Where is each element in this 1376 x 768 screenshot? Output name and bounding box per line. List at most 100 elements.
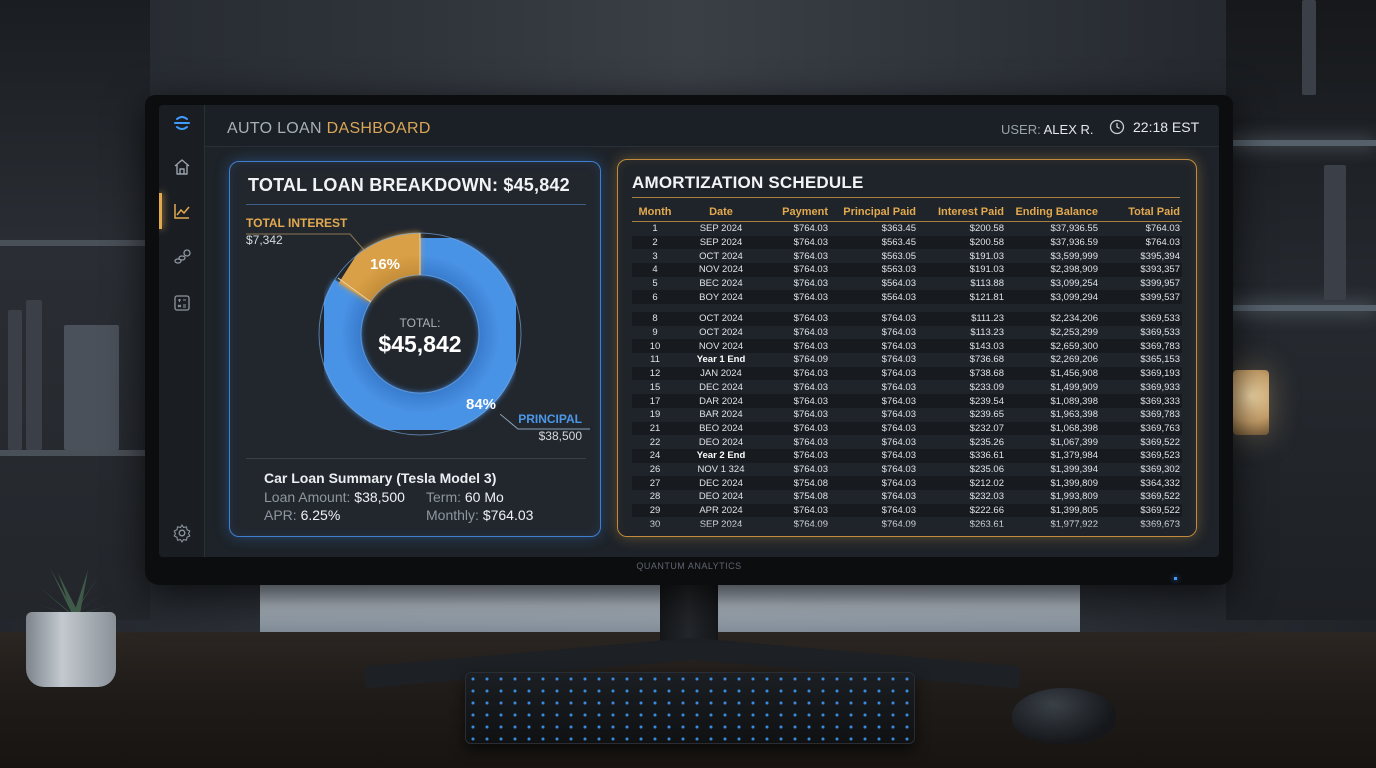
- table-row[interactable]: 29 APR 2024 $764.03 $764.03 $222.66 $1,399,80…: [632, 503, 1182, 518]
- cell-total-paid: $369,763: [1100, 421, 1182, 436]
- cell-total-paid: $369,533: [1100, 312, 1182, 326]
- table-row[interactable]: 5 BEC 2024 $764.03 $564.03 $113.88 $3,099,254…: [632, 277, 1182, 291]
- legend-interest: TOTAL INTEREST $7,342: [246, 216, 347, 247]
- top-bar: AUTO LOAN DASHBOARD USER: ALEX R. 22:18 …: [205, 105, 1219, 147]
- table-row[interactable]: 24 Year 2 End $764.03 $764.03 $336.61 $1,379,…: [632, 448, 1182, 463]
- cell-payment: $764.03: [793, 327, 828, 339]
- amortization-table[interactable]: Month Date Payment Principal Paid Intere…: [632, 202, 1182, 531]
- table-row[interactable]: 6 BOY 2024 $764.03 $564.03 $121.81 $3,099,294…: [632, 290, 1182, 305]
- column-header-month[interactable]: Month: [632, 202, 678, 222]
- cell-interest-paid: $143.03: [918, 339, 1006, 354]
- sidebar-item-payments[interactable]: [170, 245, 194, 269]
- cell-interest-paid: $233.09: [969, 381, 1004, 393]
- divider: [632, 197, 1180, 198]
- table-row[interactable]: 28 DEO 2024 $754.08 $764.03 $232.03 $1,993,80…: [632, 490, 1182, 504]
- cell-month: 10: [632, 339, 678, 354]
- table-row[interactable]: 1 SEP 2024 $764.03 $363.45 $200.58 $37,936.55…: [632, 222, 1182, 236]
- sidebar-item-logo[interactable]: [170, 111, 194, 135]
- apr-label: APR:: [264, 507, 297, 523]
- cell-date: Year 1 End: [696, 354, 746, 366]
- cell-ending-balance: $1,499,909: [1050, 381, 1098, 393]
- column-header-payment[interactable]: Payment: [764, 202, 830, 222]
- cell-interest-paid: $235.06: [969, 463, 1004, 475]
- column-header-ending-balance[interactable]: Ending Balance: [1006, 202, 1100, 222]
- column-header-principal-paid[interactable]: Principal Paid: [830, 202, 918, 222]
- cell-month: 29: [632, 503, 678, 518]
- cell-ending-balance: $1,067,399: [1050, 436, 1098, 448]
- monitor: AUTO LOAN DASHBOARD USER: ALEX R. 22:18 …: [145, 95, 1233, 585]
- cell-total-paid: $369,193: [1100, 366, 1182, 381]
- sidebar-item-analytics[interactable]: [170, 199, 194, 223]
- cell-principal-paid: $563.45: [830, 235, 918, 250]
- cell-principal-paid: $764.03: [830, 476, 918, 490]
- cell-total-paid: $369,333: [1100, 394, 1182, 408]
- cell-principal-paid: $764.03: [830, 421, 918, 436]
- cell-total-paid: $364,332: [1100, 476, 1182, 490]
- cell-interest-paid: $239.65: [969, 409, 1004, 421]
- sidebar-item-home[interactable]: [170, 155, 194, 179]
- mouse: [1012, 688, 1116, 744]
- cell-payment: $764.03: [764, 235, 830, 250]
- principal-value: $38,500: [538, 429, 582, 443]
- donut-chart[interactable]: [310, 224, 530, 444]
- column-header-total-paid[interactable]: Total Paid: [1100, 202, 1182, 222]
- table-row[interactable]: 26 NOV 1 324 $764.03 $764.03 $235.06 $1,399,3…: [632, 463, 1182, 477]
- principal-leader-line: [500, 414, 590, 430]
- logo-icon: [174, 116, 190, 130]
- cell-interest-paid: $121.81: [918, 290, 1006, 305]
- line-chart-icon: [174, 204, 190, 219]
- table-row[interactable]: 21 BEO 2024 $764.03 $764.03 $232.07 $1,068,39…: [632, 421, 1182, 436]
- table-row[interactable]: 17 DAR 2024 $764.03 $764.03 $239.54 $1,089,39…: [632, 394, 1182, 408]
- cell-ending-balance: $1,963,398: [1050, 409, 1098, 421]
- table-row[interactable]: 8 OCT 2024 $764.03 $764.03 $111.23 $2,234,206…: [632, 312, 1182, 326]
- breakdown-title: TOTAL LOAN BREAKDOWN: $45,842: [248, 175, 570, 195]
- interest-segment[interactable]: [310, 224, 530, 444]
- cell-principal-paid: $764.03: [830, 448, 918, 463]
- table-row[interactable]: 2 SEP 2024 $764.03 $563.45 $200.58 $37,936.59…: [632, 235, 1182, 250]
- cell-date: BEO 2024: [678, 421, 764, 436]
- interest-label: TOTAL INTEREST: [246, 216, 348, 230]
- column-header-date[interactable]: Date: [678, 202, 764, 222]
- table-row[interactable]: 9 OCT 2024 $764.03 $764.03 $113.23 $2,253,299…: [632, 326, 1182, 340]
- table-row[interactable]: 11 Year 1 End $764.09 $764.03 $736.68 $2,269,…: [632, 353, 1182, 367]
- cell-month: 1: [652, 223, 658, 235]
- table-header-row: Month Date Payment Principal Paid Intere…: [632, 202, 1182, 222]
- sidebar: [159, 105, 205, 557]
- table-row[interactable]: 3 OCT 2024 $764.03 $563.05 $191.03 $3,599,999…: [632, 249, 1182, 263]
- cell-total-paid: $764.03: [1100, 235, 1182, 250]
- cell-payment: $764.03: [793, 381, 828, 393]
- sidebar-item-settings[interactable]: [170, 521, 194, 545]
- user-info[interactable]: USER: ALEX R.: [1001, 122, 1094, 137]
- table-row[interactable]: 19 BAR 2024 $764.03 $764.03 $239.65 $1,963,39…: [632, 408, 1182, 422]
- cell-principal-paid: $764.03: [830, 394, 918, 408]
- user-name: ALEX R.: [1043, 122, 1094, 137]
- cell-month: 21: [632, 421, 678, 436]
- table-row[interactable]: 15 DEC 2024 $764.03 $764.03 $233.09 $1,499,90…: [632, 380, 1182, 394]
- column-header-interest-paid[interactable]: Interest Paid: [918, 202, 1006, 222]
- sidebar-item-calculator[interactable]: [170, 291, 194, 315]
- cell-total-paid: $393,357: [1100, 262, 1182, 277]
- table-row[interactable]: 22 DEO 2024 $764.03 $764.03 $235.26 $1,067,39…: [632, 435, 1182, 449]
- monitor-brand: QUANTUM ANALYTICS: [636, 561, 742, 571]
- cell-date: DEO 2024: [698, 491, 744, 503]
- table-row[interactable]: 10 NOV 2024 $764.03 $764.03 $143.03 $2,659,30…: [632, 339, 1182, 354]
- cell-month: 22: [649, 436, 661, 448]
- cell-interest-paid: $111.23: [918, 312, 1006, 326]
- clock-time: 22:18 EST: [1133, 119, 1200, 135]
- divider: [246, 458, 586, 459]
- clock-icon: [1109, 119, 1125, 135]
- cell-ending-balance: $1,089,398: [1006, 394, 1100, 408]
- cell-payment: $764.03: [793, 223, 828, 235]
- cell-payment: $754.08: [793, 491, 828, 503]
- cell-payment: $764.03: [793, 463, 828, 475]
- cell-date: SEP 2024: [699, 223, 743, 235]
- table-row[interactable]: 27 DEC 2024 $754.08 $764.03 $212.02 $1,399,80…: [632, 476, 1182, 490]
- cell-total-paid: $764.03: [1145, 223, 1180, 235]
- cell-total-paid: $369,783: [1100, 339, 1182, 354]
- table-row[interactable]: 4 NOV 2024 $764.03 $563.03 $191.03 $2,398,909…: [632, 262, 1182, 277]
- cell-total-paid: $369,783: [1140, 409, 1180, 421]
- cell-date: APR 2024: [678, 503, 764, 518]
- cell-date: JAN 2024: [678, 366, 764, 381]
- cell-principal-paid: $764.03: [830, 503, 918, 518]
- table-row[interactable]: 12 JAN 2024 $764.03 $764.03 $738.68 $1,456,90…: [632, 366, 1182, 381]
